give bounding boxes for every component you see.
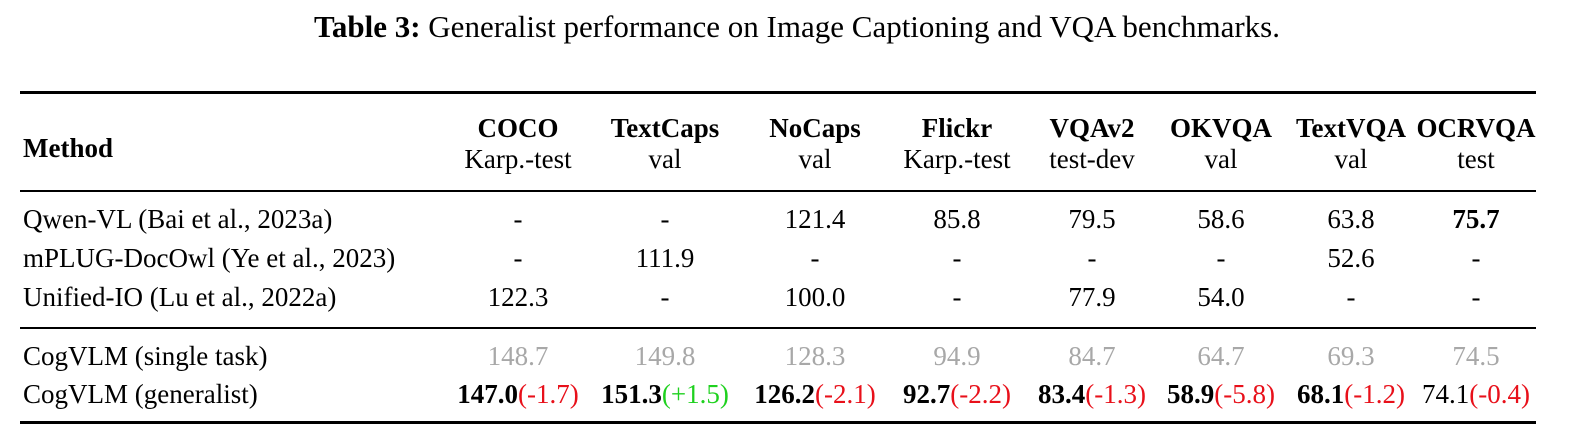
table-caption: Table 3: Generalist performance on Image…	[0, 8, 1594, 46]
col-header-coco: COCO	[477, 113, 559, 143]
col-split-vqav2: test-dev	[1049, 144, 1135, 174]
col-split-okvqa: val	[1204, 144, 1238, 174]
baseline-rows: Qwen-VL (Bai et al., 2023a) - - 121.4 85…	[20, 191, 1536, 328]
generalist-value: 68.1	[1297, 378, 1345, 409]
value-cell: -	[1471, 282, 1481, 312]
delta-value: (-0.4)	[1469, 378, 1530, 409]
value-cell: 126.2(-2.1)	[744, 375, 886, 423]
value-cell: -	[513, 204, 523, 234]
table-row: Unified-IO (Lu et al., 2022a) 122.3 - 10…	[20, 278, 1536, 328]
col-split-ocrvqa: test	[1457, 144, 1495, 174]
col-header-nocaps: NoCaps	[769, 113, 861, 143]
value-cell-best: 75.7	[1452, 204, 1500, 234]
delta-value: (-1.2)	[1344, 378, 1405, 409]
caption-label: Table 3:	[314, 9, 421, 44]
table-row-single-task: CogVLM (single task) 148.7 149.8 128.3 9…	[20, 328, 1536, 375]
col-header-vqav2: VQAv2	[1049, 113, 1135, 143]
value-cell: 74.1(-0.4)	[1416, 375, 1536, 423]
delta-value: (-1.7)	[518, 378, 579, 409]
value-cell: -	[513, 243, 523, 273]
generalist-value: 126.2	[754, 378, 815, 409]
value-cell: 121.4	[784, 204, 846, 234]
value-cell: 58.9(-5.8)	[1156, 375, 1286, 423]
generalist-value: 58.9	[1167, 378, 1215, 409]
value-cell: -	[1346, 282, 1356, 312]
col-header-flickr: Flickr	[921, 113, 993, 143]
results-table: Method COCO TextCaps NoCaps Flickr VQAv2…	[20, 91, 1536, 424]
value-cell: 85.8	[933, 204, 981, 234]
table-row: Qwen-VL (Bai et al., 2023a) - - 121.4 85…	[20, 191, 1536, 239]
value-cell: 128.3	[784, 340, 846, 371]
generalist-value: 151.3	[601, 378, 662, 409]
value-cell: 94.9	[933, 340, 981, 371]
value-cell: 151.3(+1.5)	[586, 375, 744, 423]
col-split-textvqa: val	[1334, 144, 1368, 174]
value-cell: 68.1(-1.2)	[1286, 375, 1416, 423]
delta-value: (-1.3)	[1085, 378, 1146, 409]
value-cell: 111.9	[635, 243, 695, 273]
value-cell: 100.0	[784, 282, 846, 312]
value-cell: -	[660, 282, 670, 312]
value-cell: 52.6	[1327, 243, 1375, 273]
value-cell: -	[810, 243, 820, 273]
value-cell: 83.4(-1.3)	[1028, 375, 1156, 423]
method-cell: mPLUG-DocOwl (Ye et al., 2023)	[23, 243, 396, 273]
header-row-names: Method COCO TextCaps NoCaps Flickr VQAv2…	[20, 92, 1536, 163]
delta-value: (-5.8)	[1214, 378, 1275, 409]
col-header-textvqa: TextVQA	[1295, 113, 1406, 143]
col-header-ocrvqa: OCRVQA	[1416, 113, 1536, 143]
value-cell: 64.7	[1197, 340, 1245, 371]
value-cell: 54.0	[1197, 282, 1245, 312]
value-cell: 79.5	[1068, 204, 1116, 234]
value-cell: 122.3	[487, 282, 549, 312]
value-cell: 69.3	[1327, 340, 1375, 371]
value-cell: 84.7	[1068, 340, 1116, 371]
table-row: mPLUG-DocOwl (Ye et al., 2023) - 111.9 -…	[20, 239, 1536, 278]
generalist-value: 147.0	[457, 378, 518, 409]
value-cell: -	[1471, 243, 1481, 273]
col-split-textcaps: val	[648, 144, 682, 174]
value-cell: 74.5	[1452, 340, 1500, 371]
delta-value: (-2.2)	[950, 378, 1011, 409]
method-cell: Qwen-VL (Bai et al., 2023a)	[23, 204, 333, 234]
delta-value: (+1.5)	[661, 378, 729, 409]
delta-value: (-2.1)	[815, 378, 876, 409]
value-cell: -	[952, 282, 962, 312]
value-cell: 147.0(-1.7)	[450, 375, 586, 423]
generalist-value: 74.1	[1422, 378, 1470, 409]
method-header: Method	[23, 132, 113, 163]
col-split-nocaps: val	[798, 144, 832, 174]
col-split-coco: Karp.-test	[464, 144, 572, 174]
value-cell: -	[1087, 243, 1097, 273]
col-header-okvqa: OKVQA	[1169, 113, 1272, 143]
col-header-textcaps: TextCaps	[610, 113, 720, 143]
generalist-value: 83.4	[1038, 378, 1086, 409]
value-cell: 77.9	[1068, 282, 1116, 312]
col-split-flickr: Karp.-test	[903, 144, 1011, 174]
value-cell: 63.8	[1327, 204, 1375, 234]
value-cell: 92.7(-2.2)	[886, 375, 1028, 423]
cogvlm-rows: CogVLM (single task) 148.7 149.8 128.3 9…	[20, 328, 1536, 423]
method-cell: CogVLM (single task)	[23, 340, 268, 371]
generalist-value: 92.7	[903, 378, 951, 409]
header-row-splits: Karp.-test val val Karp.-test test-dev v…	[20, 144, 1536, 191]
value-cell: -	[660, 204, 670, 234]
value-cell: 149.8	[634, 340, 696, 371]
caption-text: Generalist performance on Image Captioni…	[428, 9, 1280, 44]
table-row-generalist: CogVLM (generalist) 147.0(-1.7) 151.3(+1…	[20, 375, 1536, 423]
value-cell: -	[952, 243, 962, 273]
value-cell: 58.6	[1197, 204, 1245, 234]
method-cell: Unified-IO (Lu et al., 2022a)	[23, 282, 337, 312]
value-cell: -	[1216, 243, 1226, 273]
method-cell: CogVLM (generalist)	[23, 378, 258, 409]
value-cell: 148.7	[487, 340, 549, 371]
